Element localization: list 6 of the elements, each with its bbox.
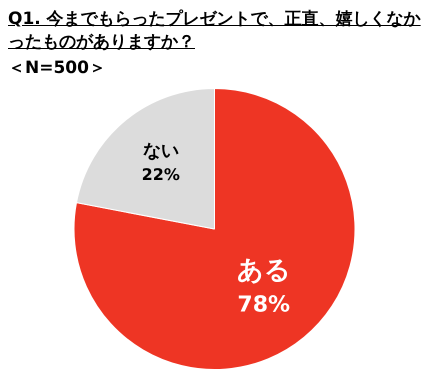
slice-label: ない [142, 140, 179, 162]
slice-label: ある [236, 255, 291, 286]
chart-title: Q1. 今までもらったプレゼントで、正直、嬉しくなかったものがありますか？ [8, 8, 421, 54]
data-label: 78% [237, 292, 290, 318]
chart-subtitle: ＜N=500＞ [8, 57, 107, 80]
data-label: 22% [142, 165, 180, 184]
